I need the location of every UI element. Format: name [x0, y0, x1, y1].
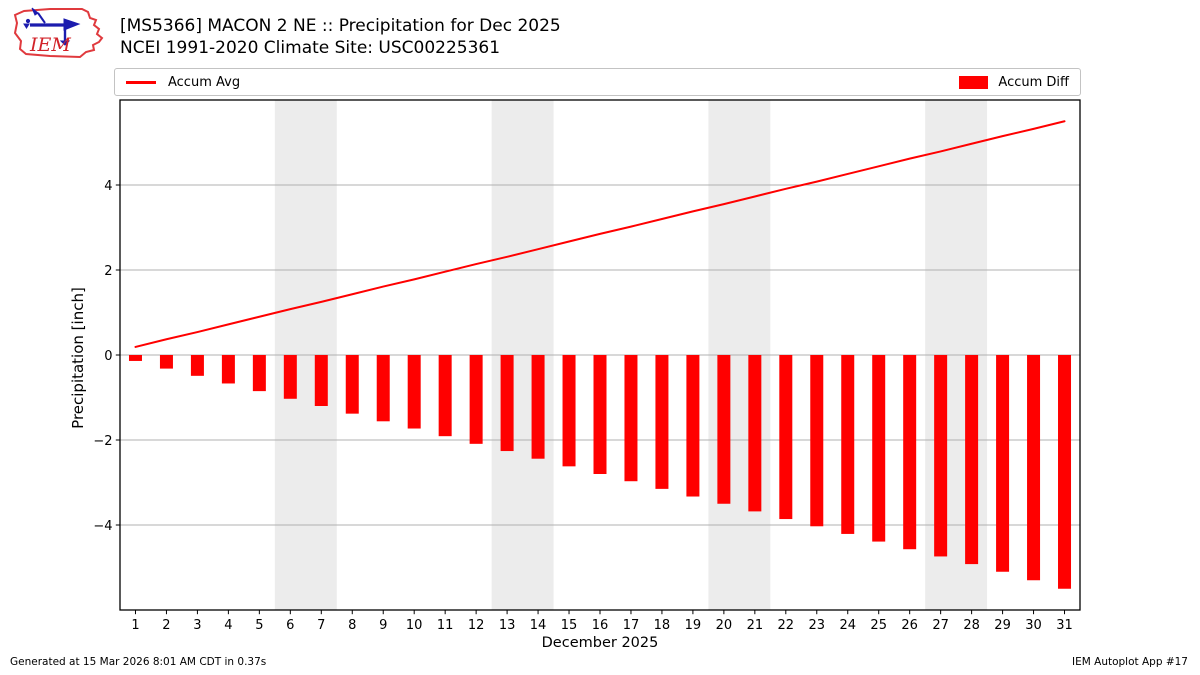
x-tick-label: 21 — [747, 618, 764, 633]
accum-diff-bar — [159, 355, 173, 369]
chart-title-block: [MS5366] MACON 2 NE :: Precipitation for… — [120, 15, 561, 59]
y-tick-label: 2 — [104, 264, 112, 279]
accum-diff-bar — [934, 355, 948, 557]
accum-diff-bar — [314, 355, 328, 406]
accum-diff-bar — [562, 355, 576, 467]
x-tick-label: 11 — [437, 618, 454, 633]
x-tick-label: 9 — [379, 618, 387, 633]
accum-diff-bar — [252, 355, 266, 392]
accum-diff-bars — [128, 355, 1072, 589]
accum-diff-bar — [128, 355, 142, 361]
generated-timestamp: Generated at 15 Mar 2026 8:01 AM CDT in … — [10, 656, 267, 668]
legend-label-accum-avg: Accum Avg — [168, 74, 241, 90]
accum-diff-bar — [748, 355, 762, 512]
x-tick-label: 25 — [870, 618, 887, 633]
x-tick-label: 24 — [839, 618, 856, 633]
accum-diff-bar — [469, 355, 483, 444]
legend-item-accum-diff: Accum Diff — [959, 75, 1069, 90]
x-tick-label: 20 — [716, 618, 733, 633]
accum-diff-bar — [190, 355, 204, 376]
x-tick-label: 8 — [348, 618, 356, 633]
iem-logo-text: IEM — [29, 34, 71, 56]
x-tick-label: 2 — [162, 618, 170, 633]
accum-diff-bar — [779, 355, 793, 520]
x-tick-label: 12 — [468, 618, 485, 633]
x-tick-label: 15 — [561, 618, 578, 633]
legend-label-accum-diff: Accum Diff — [998, 74, 1069, 90]
accum-diff-bar — [283, 355, 297, 399]
accum-diff-bar — [624, 355, 638, 482]
accum-diff-bar — [810, 355, 824, 527]
accum-diff-bar — [686, 355, 700, 497]
x-tick-label: 23 — [809, 618, 826, 633]
x-tick-label: 30 — [1025, 618, 1042, 633]
x-tick-label: 14 — [530, 618, 547, 633]
accum-diff-bar — [903, 355, 917, 550]
y-tick-label: 4 — [104, 179, 112, 194]
accum-avg-line — [134, 120, 1066, 348]
accum-diff-bar — [407, 355, 421, 429]
chart-title: [MS5366] MACON 2 NE :: Precipitation for… — [120, 16, 561, 36]
x-tick-label: 5 — [255, 618, 263, 633]
y-axis-ticks: −4 −2 0 2 4 — [93, 179, 120, 534]
x-tick-label: 7 — [317, 618, 325, 633]
x-tick-label: 22 — [778, 618, 795, 633]
x-tick-label: 10 — [406, 618, 423, 633]
accum-diff-bar — [996, 355, 1010, 572]
x-tick-label: 16 — [592, 618, 609, 633]
x-tick-label: 18 — [654, 618, 671, 633]
x-tick-label: 4 — [224, 618, 232, 633]
weather-vane-icon — [23, 7, 81, 46]
accum-diff-bar — [872, 355, 886, 542]
iem-logo: IEM — [13, 7, 104, 59]
y-tick-label: −2 — [93, 434, 112, 449]
accum-diff-bar — [531, 355, 545, 459]
accum-diff-bar — [593, 355, 607, 474]
accum-diff-bar — [438, 355, 452, 437]
y-tick-label: −4 — [93, 519, 112, 534]
accum-diff-swatch — [959, 75, 989, 89]
x-axis-ticks: 1 2 3 4 5 6 7 8 9 10 11 12 13 14 15 16 17 18 19 20 21 22 23 24 2… — [131, 610, 1073, 633]
x-tick-label: 3 — [193, 618, 201, 633]
accum-diff-bar — [345, 355, 359, 414]
x-tick-label: 6 — [286, 618, 294, 633]
x-tick-label: 1 — [131, 618, 139, 633]
y-tick-label: 0 — [104, 349, 112, 364]
legend-item-accum-avg: Accum Avg — [126, 75, 240, 90]
chart-subtitle: NCEI 1991-2020 Climate Site: USC00225361 — [120, 38, 501, 58]
accum-diff-bar — [1027, 355, 1041, 581]
accum-diff-bar — [500, 355, 514, 452]
y-axis-label: Precipitation [inch] — [69, 287, 87, 429]
chart-legend: Accum Avg Accum Diff — [114, 68, 1081, 96]
accum-avg-swatch — [126, 80, 156, 84]
accum-diff-bar — [655, 355, 669, 489]
accum-diff-bar — [965, 355, 979, 565]
accum-diff-bar — [221, 355, 235, 384]
iowa-outline — [13, 8, 104, 59]
x-axis-label: December 2025 — [541, 635, 659, 651]
x-tick-label: 28 — [963, 618, 980, 633]
x-tick-label: 17 — [623, 618, 640, 633]
x-tick-label: 19 — [685, 618, 702, 633]
accum-diff-bar — [1058, 355, 1072, 589]
x-tick-label: 29 — [994, 618, 1011, 633]
accum-diff-bar — [841, 355, 855, 534]
x-tick-label: 31 — [1056, 618, 1073, 633]
accum-diff-bar — [376, 355, 390, 422]
app-credit: IEM Autoplot App #17 — [1072, 656, 1188, 668]
x-tick-label: 27 — [932, 618, 949, 633]
x-tick-label: 13 — [499, 618, 516, 633]
accum-diff-bar — [717, 355, 731, 504]
x-tick-label: 26 — [901, 618, 918, 633]
